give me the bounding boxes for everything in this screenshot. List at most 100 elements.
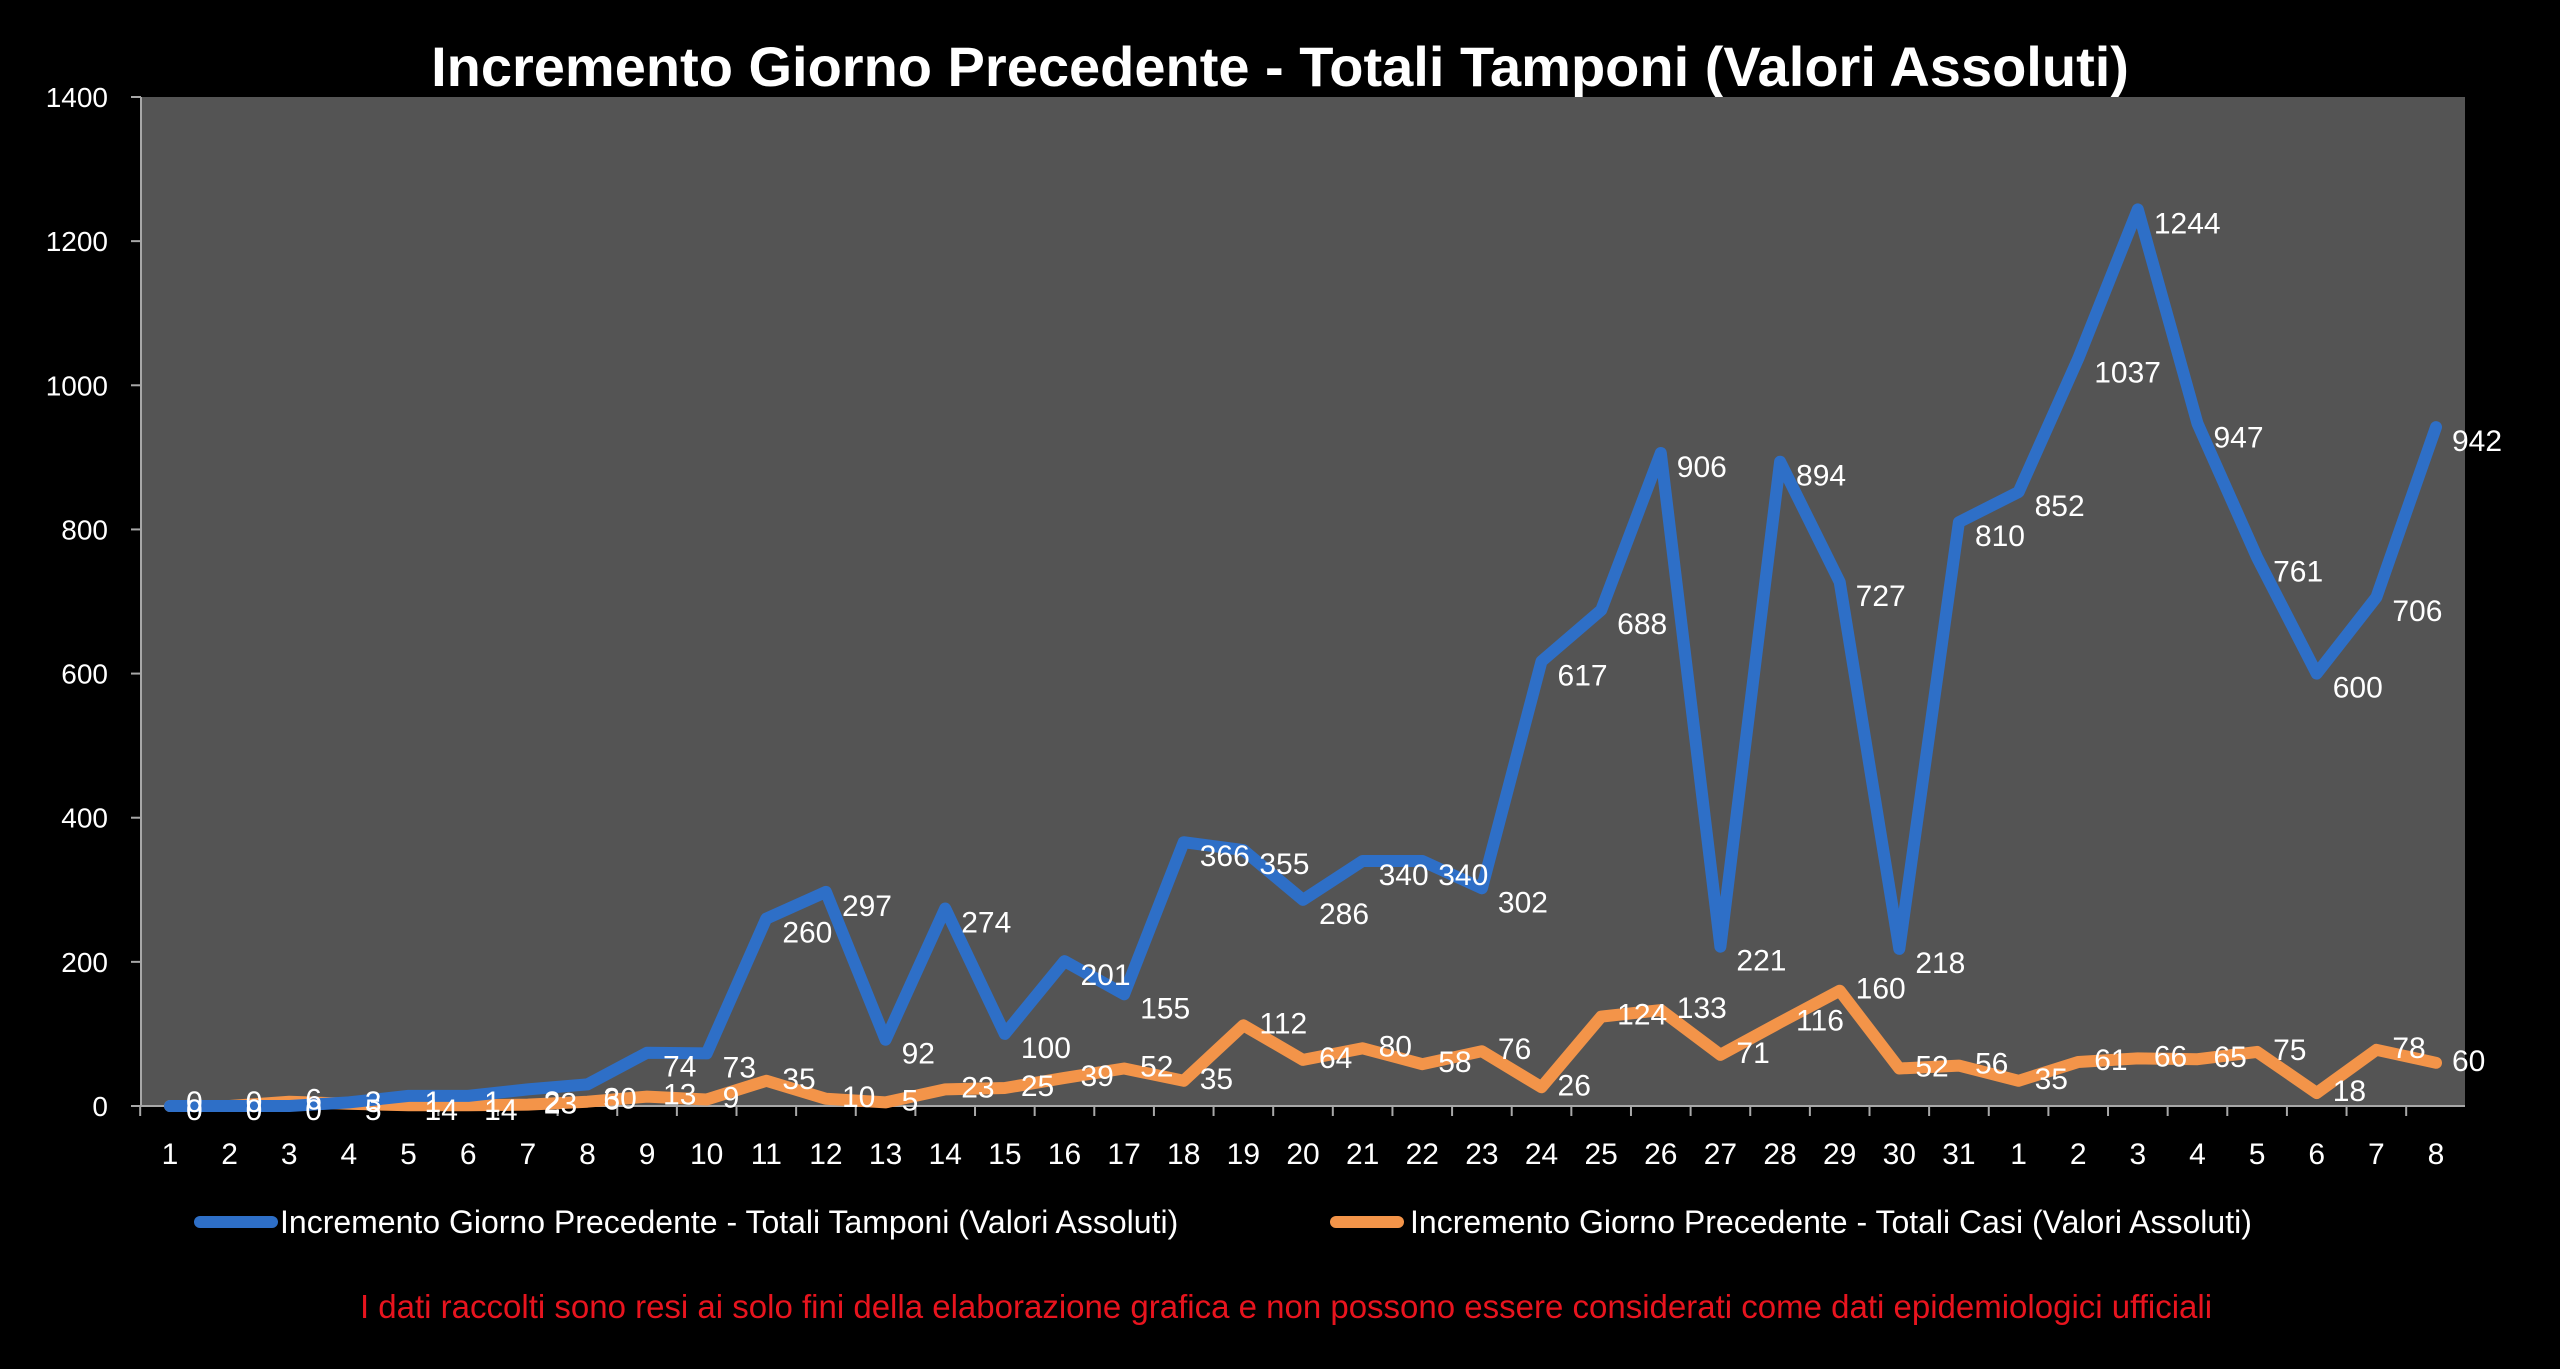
- data-label-casi: 2: [544, 1086, 561, 1119]
- data-label-casi: 56: [1975, 1048, 2008, 1081]
- x-tick-label: 31: [1942, 1138, 1975, 1171]
- data-label-casi: 6: [603, 1084, 620, 1117]
- data-label-tamponi: 727: [1856, 580, 1906, 613]
- data-label-casi: 9: [723, 1082, 740, 1115]
- data-label-tamponi: 600: [2333, 672, 2383, 705]
- data-label-tamponi: 0: [305, 1094, 322, 1127]
- y-tick-label: 1200: [46, 226, 108, 257]
- x-tick-label: 23: [1465, 1138, 1498, 1171]
- x-tick-label: 17: [1107, 1138, 1140, 1171]
- data-label-tamponi: 218: [1915, 947, 1965, 980]
- data-label-casi: 58: [1438, 1046, 1471, 1079]
- x-tick-label: 14: [929, 1138, 962, 1171]
- data-label-tamponi: 355: [1259, 848, 1309, 881]
- legend-label-tamponi: Incremento Giorno Precedente - Totali Ta…: [280, 1204, 1178, 1240]
- data-label-tamponi: 73: [723, 1051, 756, 1084]
- y-tick-label: 600: [61, 659, 108, 690]
- data-label-tamponi: 852: [2035, 490, 2085, 523]
- data-label-casi: 133: [1677, 992, 1727, 1025]
- data-label-casi: 71: [1736, 1037, 1769, 1070]
- data-label-tamponi: 297: [842, 890, 892, 923]
- x-tick-label: 3: [2129, 1138, 2146, 1171]
- x-tick-label: 2: [2070, 1138, 2087, 1171]
- x-tick-label: 29: [1823, 1138, 1856, 1171]
- data-label-tamponi: 0: [186, 1094, 203, 1127]
- x-tick-label: 1: [162, 1138, 179, 1171]
- data-label-casi: 35: [782, 1063, 815, 1096]
- data-label-tamponi: 894: [1796, 460, 1846, 493]
- data-label-casi: 52: [1915, 1051, 1948, 1084]
- data-label-casi: 26: [1558, 1069, 1591, 1102]
- data-label-tamponi: 688: [1617, 608, 1667, 641]
- x-tick-label: 18: [1167, 1138, 1200, 1171]
- legend: Incremento Giorno Precedente - Totali Ta…: [194, 1204, 2252, 1240]
- y-tick-label: 0: [92, 1091, 108, 1122]
- data-label-tamponi: 260: [782, 917, 832, 950]
- x-tick-label: 26: [1644, 1138, 1677, 1171]
- data-label-tamponi: 221: [1736, 945, 1786, 978]
- data-label-tamponi: 1037: [2094, 357, 2161, 390]
- x-tick-label: 24: [1525, 1138, 1558, 1171]
- x-tick-label: 19: [1227, 1138, 1260, 1171]
- data-label-casi: 35: [2035, 1063, 2068, 1096]
- data-label-tamponi: 14: [484, 1094, 517, 1127]
- data-label-tamponi: 340: [1438, 859, 1488, 892]
- data-label-tamponi: 14: [425, 1094, 458, 1127]
- data-label-tamponi: 0: [246, 1094, 263, 1127]
- x-tick-label: 8: [579, 1138, 596, 1171]
- x-tick-label: 20: [1286, 1138, 1319, 1171]
- data-label-casi: 78: [2392, 1032, 2425, 1065]
- x-tick-label: 27: [1704, 1138, 1737, 1171]
- data-label-casi: 124: [1617, 999, 1667, 1032]
- data-label-tamponi: 274: [961, 907, 1011, 940]
- data-label-casi: 18: [2333, 1075, 2366, 1108]
- data-label-tamponi: 5: [365, 1094, 382, 1127]
- data-label-casi: 1: [484, 1086, 501, 1119]
- data-label-casi: 1: [425, 1086, 442, 1119]
- data-label-casi: 25: [1021, 1070, 1054, 1103]
- x-tick-label: 6: [460, 1138, 477, 1171]
- x-tick-label: 12: [809, 1138, 842, 1171]
- data-label-tamponi: 100: [1021, 1032, 1071, 1065]
- data-label-tamponi: 1244: [2154, 207, 2221, 240]
- series-line-casi: [164, 984, 2442, 1112]
- x-tick-label: 9: [639, 1138, 656, 1171]
- data-label-tamponi: 617: [1558, 659, 1608, 692]
- legend-label-casi: Incremento Giorno Precedente - Totali Ca…: [1410, 1204, 2252, 1240]
- data-label-casi: 76: [1498, 1033, 1531, 1066]
- data-label-casi: 23: [961, 1071, 994, 1104]
- x-tick-label: 8: [2428, 1138, 2445, 1171]
- x-tick-label: 4: [2189, 1138, 2206, 1171]
- x-tick-label: 15: [988, 1138, 1021, 1171]
- data-label-casi: 64: [1319, 1042, 1352, 1075]
- data-label-tamponi: 810: [1975, 520, 2025, 553]
- plot-area: [141, 97, 2465, 1106]
- data-label-casi: 0: [246, 1086, 263, 1119]
- data-label-tamponi: 302: [1498, 886, 1548, 919]
- data-label-casi: 5: [902, 1084, 919, 1117]
- data-label-casi: 52: [1140, 1051, 1173, 1084]
- x-tick-label: 10: [690, 1138, 723, 1171]
- series-line-tamponi: [164, 203, 2442, 1112]
- chart-title: Incremento Giorno Precedente - Totali Ta…: [431, 35, 2129, 98]
- x-tick-label: 13: [869, 1138, 902, 1171]
- x-tick-label: 11: [751, 1138, 782, 1171]
- data-label-casi: 80: [1379, 1030, 1412, 1063]
- data-label-casi: 75: [2273, 1034, 2306, 1067]
- data-label-casi: 35: [1200, 1063, 1233, 1096]
- data-label-casi: 3: [365, 1086, 382, 1119]
- x-tick-label: 16: [1048, 1138, 1081, 1171]
- x-tick-label: 22: [1406, 1138, 1439, 1171]
- data-label-tamponi: 366: [1200, 840, 1250, 873]
- data-label-casi: 60: [2452, 1045, 2485, 1078]
- data-label-casi: 0: [186, 1086, 203, 1119]
- data-label-casi: 160: [1856, 973, 1906, 1006]
- x-tick-label: 5: [400, 1138, 417, 1171]
- data-label-casi: 66: [2154, 1040, 2187, 1073]
- y-tick-label: 800: [61, 514, 108, 545]
- data-label-tamponi: 92: [902, 1038, 935, 1071]
- x-tick-label: 3: [281, 1138, 298, 1171]
- x-tick-label: 2: [221, 1138, 238, 1171]
- series-layer: [164, 203, 2442, 1112]
